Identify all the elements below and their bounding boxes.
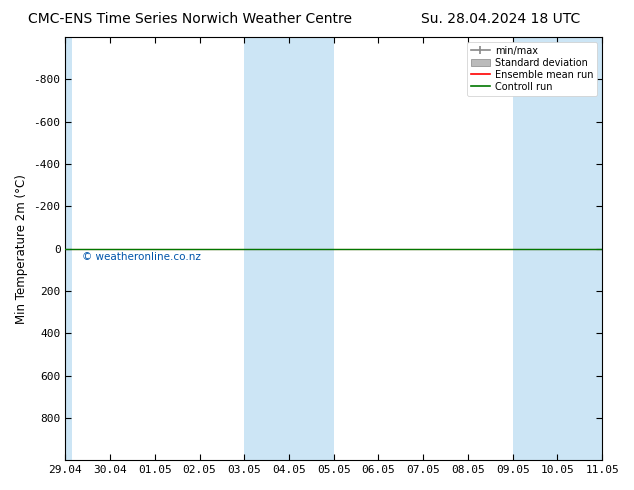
Y-axis label: Min Temperature 2m (°C): Min Temperature 2m (°C) <box>15 173 28 323</box>
Legend: min/max, Standard deviation, Ensemble mean run, Controll run: min/max, Standard deviation, Ensemble me… <box>467 42 597 96</box>
Bar <box>244 37 289 460</box>
Text: CMC-ENS Time Series Norwich Weather Centre: CMC-ENS Time Series Norwich Weather Cent… <box>28 12 353 26</box>
Bar <box>557 37 602 460</box>
Bar <box>289 37 333 460</box>
Bar <box>65 37 72 460</box>
Text: © weatheronline.co.nz: © weatheronline.co.nz <box>82 252 200 262</box>
Bar <box>513 37 557 460</box>
Text: Su. 28.04.2024 18 UTC: Su. 28.04.2024 18 UTC <box>421 12 581 26</box>
